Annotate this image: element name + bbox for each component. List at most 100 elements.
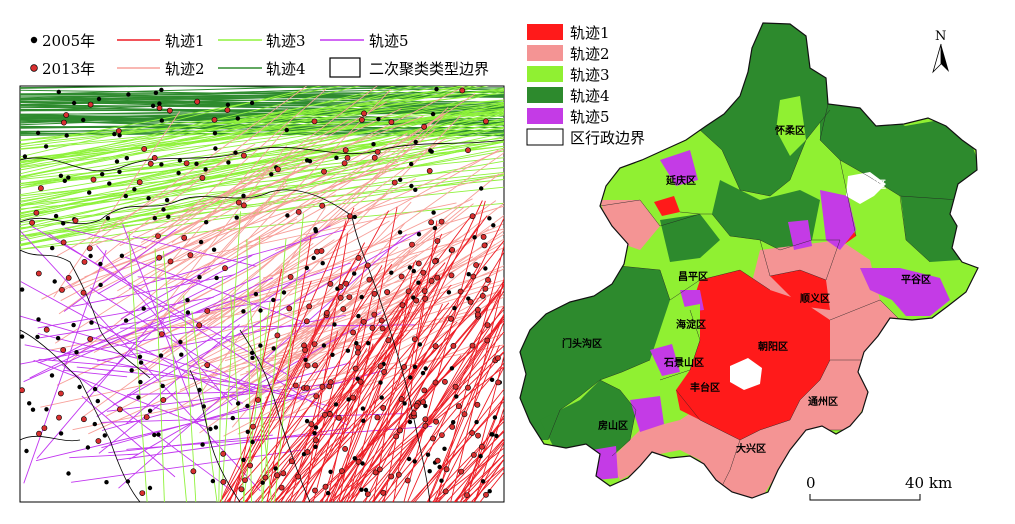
point-2013 bbox=[398, 273, 405, 280]
trajectory-line-5 bbox=[132, 236, 257, 267]
trajectory-line-3 bbox=[20, 86, 397, 175]
point-2013 bbox=[60, 347, 67, 353]
point-2005 bbox=[425, 452, 431, 457]
legend-swatch-4 bbox=[527, 87, 563, 103]
trajectory-line-4 bbox=[20, 119, 504, 135]
point-2005 bbox=[213, 425, 219, 430]
point-2013 bbox=[346, 294, 353, 300]
point-2013 bbox=[87, 336, 94, 342]
trajectory-line-1 bbox=[227, 256, 358, 502]
trajectory-line-2 bbox=[84, 165, 389, 278]
point-2005 bbox=[153, 90, 159, 96]
point-2013 bbox=[461, 411, 468, 418]
point-2013 bbox=[322, 483, 329, 490]
point-2005 bbox=[194, 161, 199, 166]
point-2013 bbox=[474, 401, 481, 408]
trajectory-line-1 bbox=[371, 315, 504, 502]
trajectory-line-1 bbox=[464, 394, 504, 502]
point-2013 bbox=[321, 411, 328, 418]
point-2013 bbox=[428, 277, 435, 284]
point-2013 bbox=[470, 451, 477, 458]
trajectory-line-2 bbox=[245, 89, 392, 243]
point-2005 bbox=[321, 343, 327, 348]
trajectory-line-5 bbox=[20, 327, 208, 365]
point-2013 bbox=[411, 336, 418, 342]
point-2013 bbox=[156, 105, 163, 111]
point-2013 bbox=[378, 317, 385, 324]
point-2005 bbox=[50, 245, 55, 251]
trajectory-line-1 bbox=[435, 365, 504, 502]
point-2005 bbox=[49, 373, 55, 378]
point-2005 bbox=[472, 235, 477, 240]
trajectory-line-2 bbox=[54, 249, 202, 344]
point-2005 bbox=[77, 384, 82, 390]
point-2013 bbox=[187, 252, 194, 258]
point-2013 bbox=[41, 425, 48, 431]
point-2005 bbox=[88, 253, 93, 259]
point-2013 bbox=[361, 110, 367, 117]
trajectory-line-2 bbox=[170, 194, 387, 350]
point-2005 bbox=[107, 181, 112, 186]
district-label-pinggu: 平谷区 bbox=[901, 273, 931, 286]
point-2005 bbox=[230, 415, 235, 421]
point-2013 bbox=[352, 365, 359, 372]
trajectory-line-5 bbox=[112, 230, 421, 406]
scale-bar-line bbox=[809, 494, 921, 501]
point-2013 bbox=[194, 98, 201, 105]
point-2005 bbox=[87, 190, 92, 195]
trajectory-line-2 bbox=[271, 283, 504, 357]
trajectory-line-5 bbox=[71, 449, 304, 483]
point-2005 bbox=[258, 343, 263, 348]
trajectory-line-3 bbox=[20, 157, 504, 207]
point-2005 bbox=[197, 387, 202, 393]
point-2005 bbox=[137, 354, 143, 359]
point-2013 bbox=[413, 402, 420, 409]
point-2005 bbox=[56, 89, 61, 95]
point-2013 bbox=[465, 147, 471, 154]
point-2013 bbox=[478, 443, 485, 450]
point-2005 bbox=[249, 350, 255, 355]
trajectory-line-5 bbox=[125, 324, 240, 425]
trajectory-line-1 bbox=[364, 217, 504, 502]
point-2005 bbox=[201, 404, 206, 409]
point-2013 bbox=[457, 288, 464, 295]
trajectory-line-2 bbox=[188, 288, 339, 368]
trajectory-line-1 bbox=[393, 220, 438, 502]
point-2013 bbox=[421, 288, 428, 294]
point-2013 bbox=[374, 148, 381, 155]
trajectory-line-1 bbox=[427, 312, 504, 502]
trajectory-line-2 bbox=[86, 115, 424, 249]
point-2005 bbox=[439, 478, 444, 483]
point-2013 bbox=[484, 337, 491, 344]
point-2013 bbox=[409, 241, 415, 248]
point-2013 bbox=[371, 311, 378, 318]
point-2005 bbox=[112, 131, 117, 137]
point-2005 bbox=[164, 197, 170, 203]
legend-boundary-box bbox=[329, 57, 361, 78]
point-2005 bbox=[198, 239, 204, 245]
trajectory-line-2 bbox=[153, 132, 408, 281]
district-label-mentougou: 门头沟区 bbox=[562, 337, 602, 350]
trajectory-map-panel bbox=[19, 85, 505, 503]
point-2005 bbox=[413, 187, 418, 192]
point-2005 bbox=[98, 261, 103, 267]
point-2005 bbox=[285, 213, 290, 218]
point-2013 bbox=[240, 202, 247, 209]
district-label-shijingshan: 石景山区 bbox=[663, 356, 704, 369]
point-2005 bbox=[491, 223, 496, 228]
trajectory-line-2 bbox=[217, 93, 476, 265]
legend-label-line4: 轨迹4 bbox=[266, 60, 306, 78]
trajectory-line-2 bbox=[144, 88, 327, 250]
point-2005 bbox=[225, 102, 231, 108]
north-arrow-right-half bbox=[941, 44, 949, 72]
trajectory-line-1 bbox=[332, 233, 443, 502]
trajectory-line-1 bbox=[272, 321, 458, 502]
point-2013 bbox=[448, 272, 455, 279]
trajectory-line-1 bbox=[473, 458, 504, 502]
point-2005 bbox=[114, 159, 120, 164]
point-2013 bbox=[72, 217, 79, 224]
point-2013 bbox=[438, 432, 445, 438]
trajectory-line-3 bbox=[20, 89, 504, 141]
trajectory-line-5 bbox=[97, 246, 181, 295]
trajectory-line-1 bbox=[319, 290, 502, 502]
